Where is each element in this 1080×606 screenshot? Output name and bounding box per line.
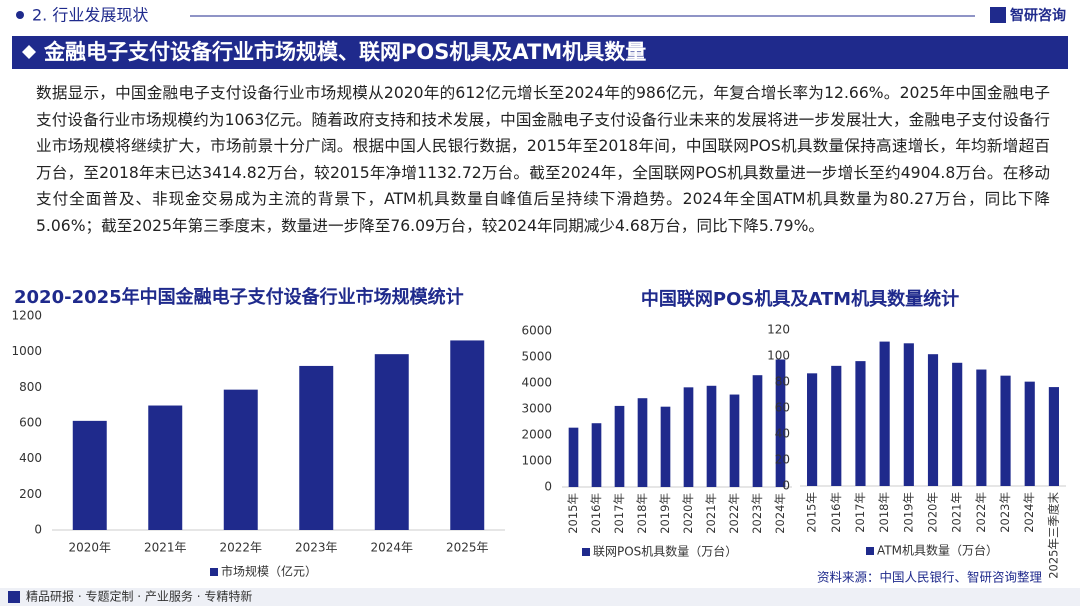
bar: [855, 361, 866, 486]
footer-bar: [0, 588, 1080, 606]
legend-swatch: [582, 548, 590, 556]
y-tick-label: 1000: [11, 344, 42, 358]
bar: [223, 389, 258, 530]
y-tick-label: 60: [775, 401, 790, 415]
x-tick-label: 2016年: [829, 492, 843, 533]
y-tick-label: 6000: [521, 324, 552, 338]
bar: [927, 354, 939, 486]
legend-swatch: [866, 547, 874, 555]
x-tick-label: 2021年: [704, 493, 718, 534]
y-tick-label: 0: [782, 479, 790, 493]
bar: [568, 427, 579, 487]
bullet: [16, 11, 24, 19]
x-tick-label: 2024年: [1022, 492, 1036, 533]
bar: [1000, 375, 1011, 486]
title-bar: [12, 36, 1068, 69]
slide-title: 金融电子支付设备行业市场规模、联网POS机具及ATM机具数量: [43, 40, 646, 64]
y-tick-label: 20: [775, 453, 790, 467]
x-tick-label: 2021年: [950, 492, 964, 533]
y-tick-label: 3000: [521, 402, 552, 416]
bar: [807, 373, 818, 486]
x-tick-label: 2024年: [370, 541, 413, 555]
x-tick-label: 2020年: [68, 541, 111, 555]
x-tick-label: 2019年: [901, 492, 915, 533]
y-tick-label: 100: [767, 349, 790, 363]
section-label: 2. 行业发展现状: [32, 6, 148, 25]
y-tick-label: 400: [19, 451, 42, 465]
bar: [775, 359, 786, 487]
x-tick-label: 2020年: [681, 493, 695, 534]
bar: [591, 423, 602, 487]
x-tick-label: 2017年: [853, 492, 867, 533]
x-tick-label: 2015年: [566, 493, 580, 534]
x-tick-label: 2025年: [446, 541, 489, 555]
bar: [299, 365, 334, 530]
x-tick-label: 2023年: [295, 541, 338, 555]
bar: [614, 405, 625, 487]
bar: [1024, 381, 1035, 486]
y-tick-label: 0: [544, 480, 552, 494]
brand-logo: [990, 7, 1006, 23]
x-tick-label: 2018年: [635, 493, 649, 534]
x-tick-label: 2017年: [612, 493, 626, 534]
y-tick-label: 5000: [521, 350, 552, 364]
y-tick-label: 1000: [521, 454, 552, 468]
y-tick-label: 1200: [11, 309, 42, 323]
bar: [683, 387, 694, 487]
x-tick-label: 2024年: [773, 493, 787, 534]
bar: [72, 420, 107, 530]
legend-label: 市场规模（亿元）: [221, 564, 317, 579]
y-tick-label: 200: [19, 487, 42, 501]
x-tick-label: 2023年: [998, 492, 1012, 533]
legend-label: 联网POS机具数量（万台）: [593, 544, 737, 559]
bar: [374, 354, 409, 530]
bar: [660, 406, 671, 487]
x-tick-label: 2022年: [974, 492, 988, 533]
x-tick-label: 2020年: [926, 492, 940, 533]
brand: 智研咨询: [1009, 7, 1066, 24]
y-tick-label: 600: [19, 416, 42, 430]
bar: [706, 385, 717, 487]
body-text: 数据显示，中国金融电子支付设备行业市场规模从2020年的612亿元增长至2024…: [36, 84, 1050, 235]
y-tick-label: 80: [775, 375, 790, 389]
x-tick-label: 2022年: [727, 493, 741, 534]
bar: [1048, 387, 1059, 486]
y-tick-label: 2000: [521, 428, 552, 442]
legend-swatch: [210, 568, 218, 576]
legend-label: ATM机具数量（万台）: [877, 543, 998, 558]
bar: [879, 341, 890, 486]
bar: [903, 343, 914, 486]
bar: [952, 362, 963, 486]
bar: [752, 375, 763, 487]
x-tick-label: 2023年: [750, 493, 764, 534]
bar: [729, 394, 740, 487]
y-tick-label: 0: [34, 523, 42, 537]
bar: [831, 365, 842, 486]
y-tick-label: 120: [767, 323, 790, 337]
y-tick-label: 40: [775, 427, 790, 441]
chart-title: 中国联网POS机具及ATM机具数量统计: [641, 288, 959, 310]
x-tick-label: 2018年: [877, 492, 891, 533]
footer: 精品研报 · 专题定制 · 产业服务 · 专精特新: [26, 589, 252, 604]
x-tick-label: 2022年: [219, 541, 262, 555]
y-tick-label: 4000: [521, 376, 552, 390]
bar: [637, 398, 648, 487]
bar: [148, 405, 183, 530]
x-tick-label: 2021年: [144, 541, 187, 555]
x-tick-label: 2016年: [589, 493, 603, 534]
x-tick-label: 2025年三季度末: [1046, 492, 1060, 579]
bar: [976, 369, 987, 486]
chart-title: 2020-2025年中国金融电子支付设备行业市场规模统计: [14, 286, 464, 308]
footer-icon: [8, 591, 20, 603]
x-tick-label: 2015年: [805, 492, 819, 533]
x-tick-label: 2019年: [658, 493, 672, 534]
title-icon: [22, 45, 36, 59]
source: 资料来源：中国人民银行、智研咨询整理: [817, 570, 1043, 585]
bar: [450, 340, 485, 530]
y-tick-label: 800: [19, 380, 42, 394]
